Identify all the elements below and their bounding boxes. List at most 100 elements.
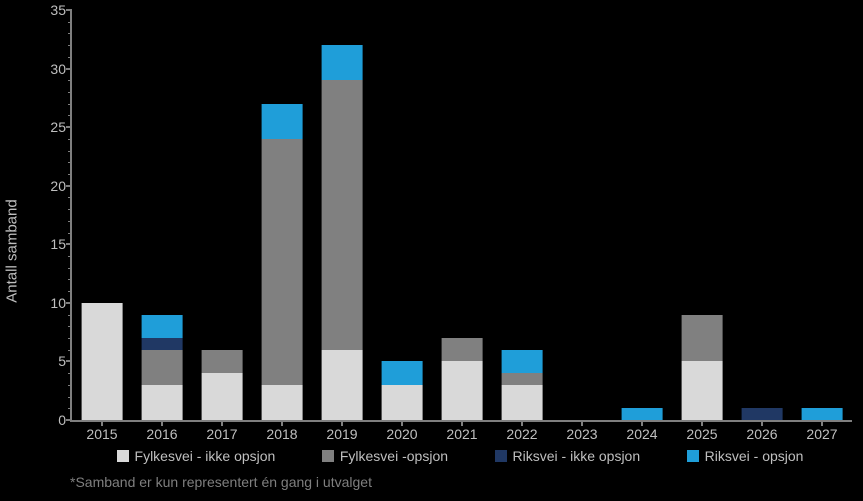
bar-segment-fylkesvei-opsjon (202, 350, 243, 373)
y-tick-mark (66, 419, 72, 421)
y-tick-minor (68, 397, 72, 398)
legend: Fylkesvei - ikke opsjon Fylkesvei -opsjon… (70, 448, 850, 464)
bar-group (682, 315, 723, 420)
y-tick-mark (66, 302, 72, 304)
x-tick-label: 2022 (506, 426, 537, 442)
bar-group (442, 338, 483, 420)
bar-group (322, 45, 363, 420)
footnote: *Samband er kun representert én gang i u… (70, 474, 372, 490)
x-tick-label: 2025 (686, 426, 717, 442)
y-tick-minor (68, 92, 72, 93)
bar-segment-riksvei-opsjon (802, 408, 843, 420)
bar-group (202, 350, 243, 420)
y-tick-minor (68, 104, 72, 105)
y-tick-minor (68, 197, 72, 198)
y-tick-minor (68, 373, 72, 374)
y-tick-minor (68, 57, 72, 58)
bar-segment-fylkesvei-ikke-opsjon (442, 361, 483, 420)
y-tick-minor (68, 45, 72, 46)
legend-label: Fylkesvei - ikke opsjon (135, 448, 276, 464)
y-tick-label: 15 (50, 236, 66, 252)
bar-segment-fylkesvei-ikke-opsjon (202, 373, 243, 420)
bar-group (142, 315, 183, 420)
x-tick-label: 2027 (806, 426, 837, 442)
bar-segment-fylkesvei-ikke-opsjon (322, 350, 363, 420)
y-tick-minor (68, 162, 72, 163)
bar-group (622, 408, 663, 420)
y-tick-minor (68, 233, 72, 234)
legend-swatch (322, 450, 334, 462)
y-tick-mark (66, 9, 72, 11)
bar-segment-fylkesvei-opsjon (442, 338, 483, 361)
bar-segment-fylkesvei-ikke-opsjon (82, 303, 123, 420)
bar-group (742, 408, 783, 420)
legend-swatch (687, 450, 699, 462)
bar-segment-fylkesvei-ikke-opsjon (682, 361, 723, 420)
bar-segment-riksvei-opsjon (382, 361, 423, 384)
legend-swatch (495, 450, 507, 462)
y-tick-minor (68, 408, 72, 409)
x-tick-label: 2015 (86, 426, 117, 442)
y-tick-minor (68, 291, 72, 292)
y-tick-mark (66, 185, 72, 187)
stacked-bar-chart: Antall samband 0510152025303520152016201… (0, 0, 863, 501)
y-tick-minor (68, 326, 72, 327)
legend-label: Riksvei - opsjon (705, 448, 804, 464)
bar-segment-fylkesvei-opsjon (682, 315, 723, 362)
legend-label: Fylkesvei -opsjon (340, 448, 448, 464)
x-tick-label: 2020 (386, 426, 417, 442)
y-tick-minor (68, 279, 72, 280)
y-tick-minor (68, 115, 72, 116)
y-tick-minor (68, 151, 72, 152)
legend-label: Riksvei - ikke opsjon (513, 448, 641, 464)
y-tick-minor (68, 338, 72, 339)
y-tick-minor (68, 22, 72, 23)
y-tick-minor (68, 221, 72, 222)
bar-segment-fylkesvei-ikke-opsjon (502, 385, 543, 420)
y-axis-label: Antall samband (4, 199, 21, 302)
x-tick-label: 2017 (206, 426, 237, 442)
y-tick-minor (68, 350, 72, 351)
legend-item: Riksvei - ikke opsjon (495, 448, 641, 464)
y-tick-label: 10 (50, 295, 66, 311)
bar-group (502, 350, 543, 420)
bar-segment-riksvei-opsjon (262, 104, 303, 139)
y-tick-mark (66, 360, 72, 362)
y-tick-label: 20 (50, 178, 66, 194)
y-tick-minor (68, 174, 72, 175)
bar-segment-fylkesvei-opsjon (142, 350, 183, 385)
bar-group (82, 303, 123, 420)
bar-segment-riksvei-opsjon (502, 350, 543, 373)
y-tick-label: 5 (58, 353, 66, 369)
y-tick-minor (68, 256, 72, 257)
legend-item: Riksvei - opsjon (687, 448, 804, 464)
y-tick-minor (68, 268, 72, 269)
x-tick-label: 2026 (746, 426, 777, 442)
x-tick-label: 2024 (626, 426, 657, 442)
y-tick-minor (68, 33, 72, 34)
legend-swatch (117, 450, 129, 462)
bar-segment-fylkesvei-ikke-opsjon (262, 385, 303, 420)
bar-segment-riksvei-ikke-opsjon (142, 338, 183, 350)
y-tick-label: 0 (58, 412, 66, 428)
x-tick-label: 2019 (326, 426, 357, 442)
x-tick-label: 2018 (266, 426, 297, 442)
y-tick-mark (66, 243, 72, 245)
y-tick-minor (68, 139, 72, 140)
bar-segment-fylkesvei-opsjon (502, 373, 543, 385)
bar-group (802, 408, 843, 420)
y-tick-label: 30 (50, 61, 66, 77)
bar-segment-riksvei-opsjon (142, 315, 183, 338)
y-tick-minor (68, 80, 72, 81)
bar-segment-riksvei-opsjon (622, 408, 663, 420)
bar-segment-fylkesvei-ikke-opsjon (382, 385, 423, 420)
bar-segment-fylkesvei-opsjon (322, 80, 363, 349)
legend-item: Fylkesvei -opsjon (322, 448, 448, 464)
bar-segment-fylkesvei-ikke-opsjon (142, 385, 183, 420)
x-tick-label: 2021 (446, 426, 477, 442)
legend-item: Fylkesvei - ikke opsjon (117, 448, 276, 464)
bar-segment-riksvei-opsjon (322, 45, 363, 80)
y-tick-label: 35 (50, 2, 66, 18)
y-tick-mark (66, 126, 72, 128)
bar-segment-riksvei-ikke-opsjon (742, 408, 783, 420)
